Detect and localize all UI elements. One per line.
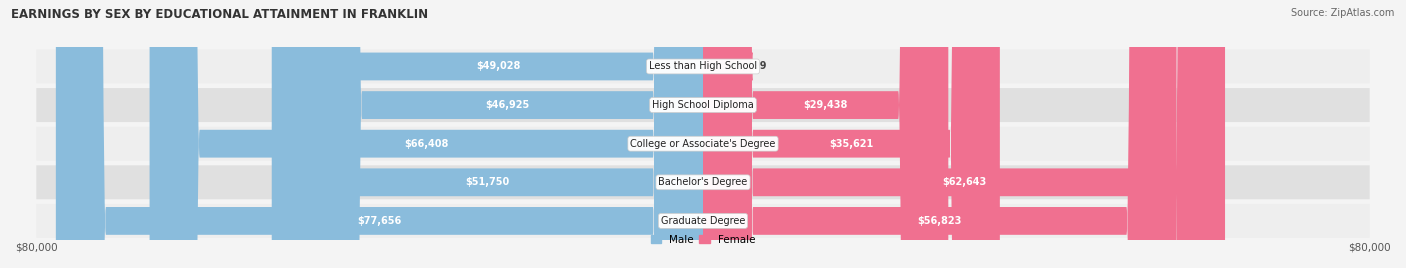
Text: Bachelor's Degree: Bachelor's Degree [658,177,748,187]
FancyBboxPatch shape [149,0,703,268]
FancyBboxPatch shape [56,0,703,268]
FancyBboxPatch shape [37,204,1369,238]
Text: $49,028: $49,028 [477,61,520,72]
Text: $56,823: $56,823 [918,216,962,226]
FancyBboxPatch shape [37,165,1369,199]
FancyBboxPatch shape [703,0,948,268]
FancyBboxPatch shape [703,0,1225,268]
Text: $66,408: $66,408 [404,139,449,149]
FancyBboxPatch shape [703,0,1000,268]
Text: $35,621: $35,621 [830,139,873,149]
Text: $51,750: $51,750 [465,177,509,187]
FancyBboxPatch shape [271,0,703,268]
FancyBboxPatch shape [37,88,1369,122]
FancyBboxPatch shape [37,127,1369,161]
FancyBboxPatch shape [294,0,703,268]
Text: $2,499: $2,499 [730,61,766,72]
FancyBboxPatch shape [673,0,754,268]
FancyBboxPatch shape [312,0,703,268]
Text: $77,656: $77,656 [357,216,402,226]
Text: $46,925: $46,925 [485,100,530,110]
Text: Less than High School: Less than High School [650,61,756,72]
FancyBboxPatch shape [703,0,1177,268]
Text: College or Associate's Degree: College or Associate's Degree [630,139,776,149]
Text: Graduate Degree: Graduate Degree [661,216,745,226]
FancyBboxPatch shape [37,50,1369,83]
Text: $29,438: $29,438 [803,100,848,110]
Legend: Male, Female: Male, Female [651,235,755,245]
Text: EARNINGS BY SEX BY EDUCATIONAL ATTAINMENT IN FRANKLIN: EARNINGS BY SEX BY EDUCATIONAL ATTAINMEN… [11,8,429,21]
Text: High School Diploma: High School Diploma [652,100,754,110]
Text: $62,643: $62,643 [942,177,986,187]
Text: Source: ZipAtlas.com: Source: ZipAtlas.com [1291,8,1395,18]
